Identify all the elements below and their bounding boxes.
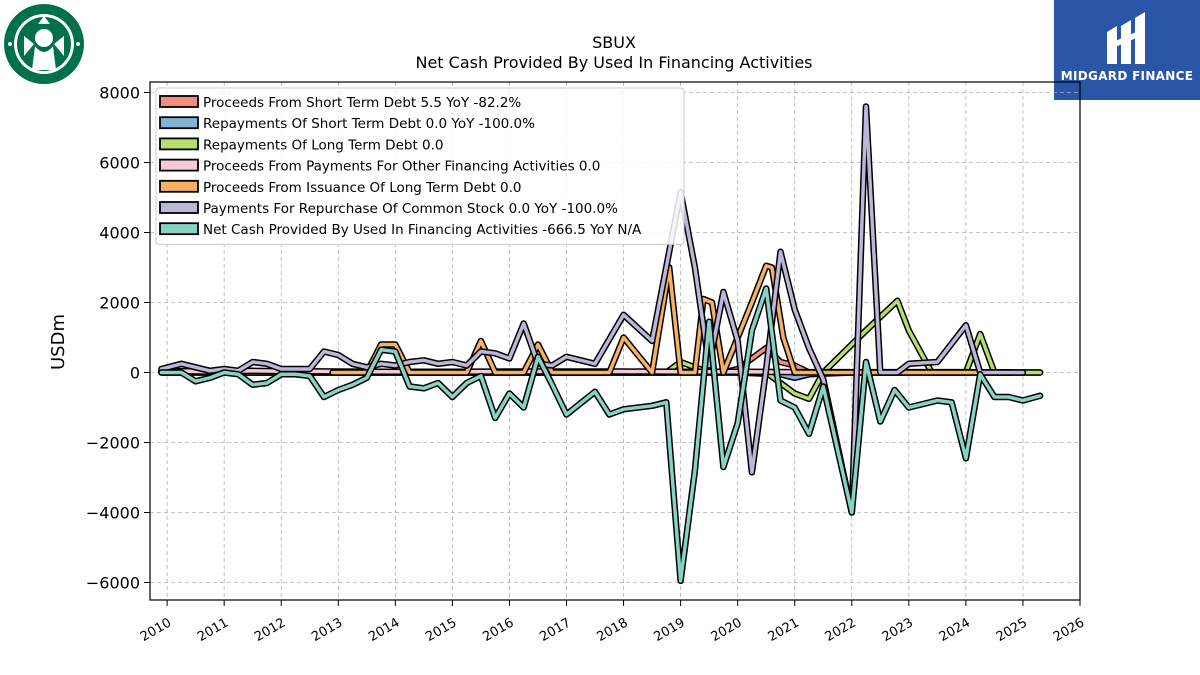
chart-title: SBUX <box>592 33 636 52</box>
y-tick-label: 2000 <box>99 294 140 313</box>
x-tick-label: 2015 <box>423 615 459 645</box>
legend-swatch <box>159 222 199 236</box>
series-7 <box>158 285 1044 585</box>
x-tick-label: 2019 <box>652 615 688 645</box>
y-tick-label: 0 <box>130 364 140 383</box>
x-tick-label: 2014 <box>366 615 402 645</box>
y-tick-label: −4000 <box>86 504 140 523</box>
y-tick-label: 4000 <box>99 224 140 243</box>
x-tick-label: 2023 <box>880 615 916 645</box>
legend-label: Net Cash Provided By Used In Financing A… <box>203 222 642 238</box>
x-tick-label: 2018 <box>594 615 630 645</box>
brand-name-text: MIDGARD FINANCE <box>1061 69 1193 83</box>
y-tick-label: −2000 <box>86 434 140 453</box>
legend-item: Repayments Of Long Term Debt 0.0 <box>159 137 444 153</box>
legend-swatch <box>159 179 199 193</box>
legend: Proceeds From Short Term Debt 5.5 YoY -8… <box>155 87 685 245</box>
y-tick-label: −6000 <box>86 574 140 593</box>
legend-item: Proceeds From Short Term Debt 5.5 YoY -8… <box>159 95 521 111</box>
legend-item: Payments For Repurchase Of Common Stock … <box>159 201 618 217</box>
chart-subtitle: Net Cash Provided By Used In Financing A… <box>415 53 812 72</box>
y-axis-label: USDm <box>48 314 69 370</box>
legend-swatch <box>159 95 199 108</box>
legend-label: Repayments Of Short Term Debt 0.0 YoY -1… <box>203 116 535 132</box>
x-tick-label: 2026 <box>1051 615 1087 645</box>
x-tick-label: 2013 <box>309 615 345 645</box>
legend-label: Payments For Repurchase Of Common Stock … <box>203 201 618 217</box>
x-tick-label: 2021 <box>766 615 802 645</box>
y-tick-label: 8000 <box>99 84 140 103</box>
starbucks-logo <box>4 4 84 84</box>
x-tick-label: 2024 <box>937 615 973 645</box>
series-line <box>159 286 1042 583</box>
legend-swatch <box>159 158 199 172</box>
x-tick-label: 2012 <box>252 615 288 645</box>
x-tick-label: 2022 <box>823 615 859 645</box>
y-tick-label: 6000 <box>99 154 140 173</box>
series-layer <box>158 103 1044 585</box>
legend-swatch <box>159 116 199 130</box>
x-tick-label: 2011 <box>195 615 231 645</box>
plot-frame <box>149 81 1081 601</box>
x-tick-label: 2016 <box>480 615 516 645</box>
midgard-finance-logo: MIDGARD FINANCE <box>1054 0 1200 100</box>
x-tick-label: 2020 <box>709 615 745 645</box>
legend-item: Repayments Of Short Term Debt 0.0 YoY -1… <box>159 116 535 132</box>
legend-swatch <box>159 137 199 151</box>
legend-item: Net Cash Provided By Used In Financing A… <box>159 222 642 238</box>
legend-box <box>155 87 685 245</box>
legend-label: Proceeds From Short Term Debt 5.5 YoY -8… <box>203 95 521 111</box>
x-tick-label: 2010 <box>138 615 174 645</box>
legend-item: Proceeds From Payments For Other Financi… <box>159 158 600 175</box>
legend-label: Proceeds From Issuance Of Long Term Debt… <box>203 180 522 196</box>
legend-swatch <box>159 201 199 214</box>
x-tick-label: 2017 <box>537 615 573 645</box>
x-tick-label: 2025 <box>994 615 1030 645</box>
legend-label: Proceeds From Payments For Other Financi… <box>203 159 600 175</box>
legend-item: Proceeds From Issuance Of Long Term Debt… <box>159 179 522 196</box>
legend-label: Repayments Of Long Term Debt 0.0 <box>203 137 444 153</box>
